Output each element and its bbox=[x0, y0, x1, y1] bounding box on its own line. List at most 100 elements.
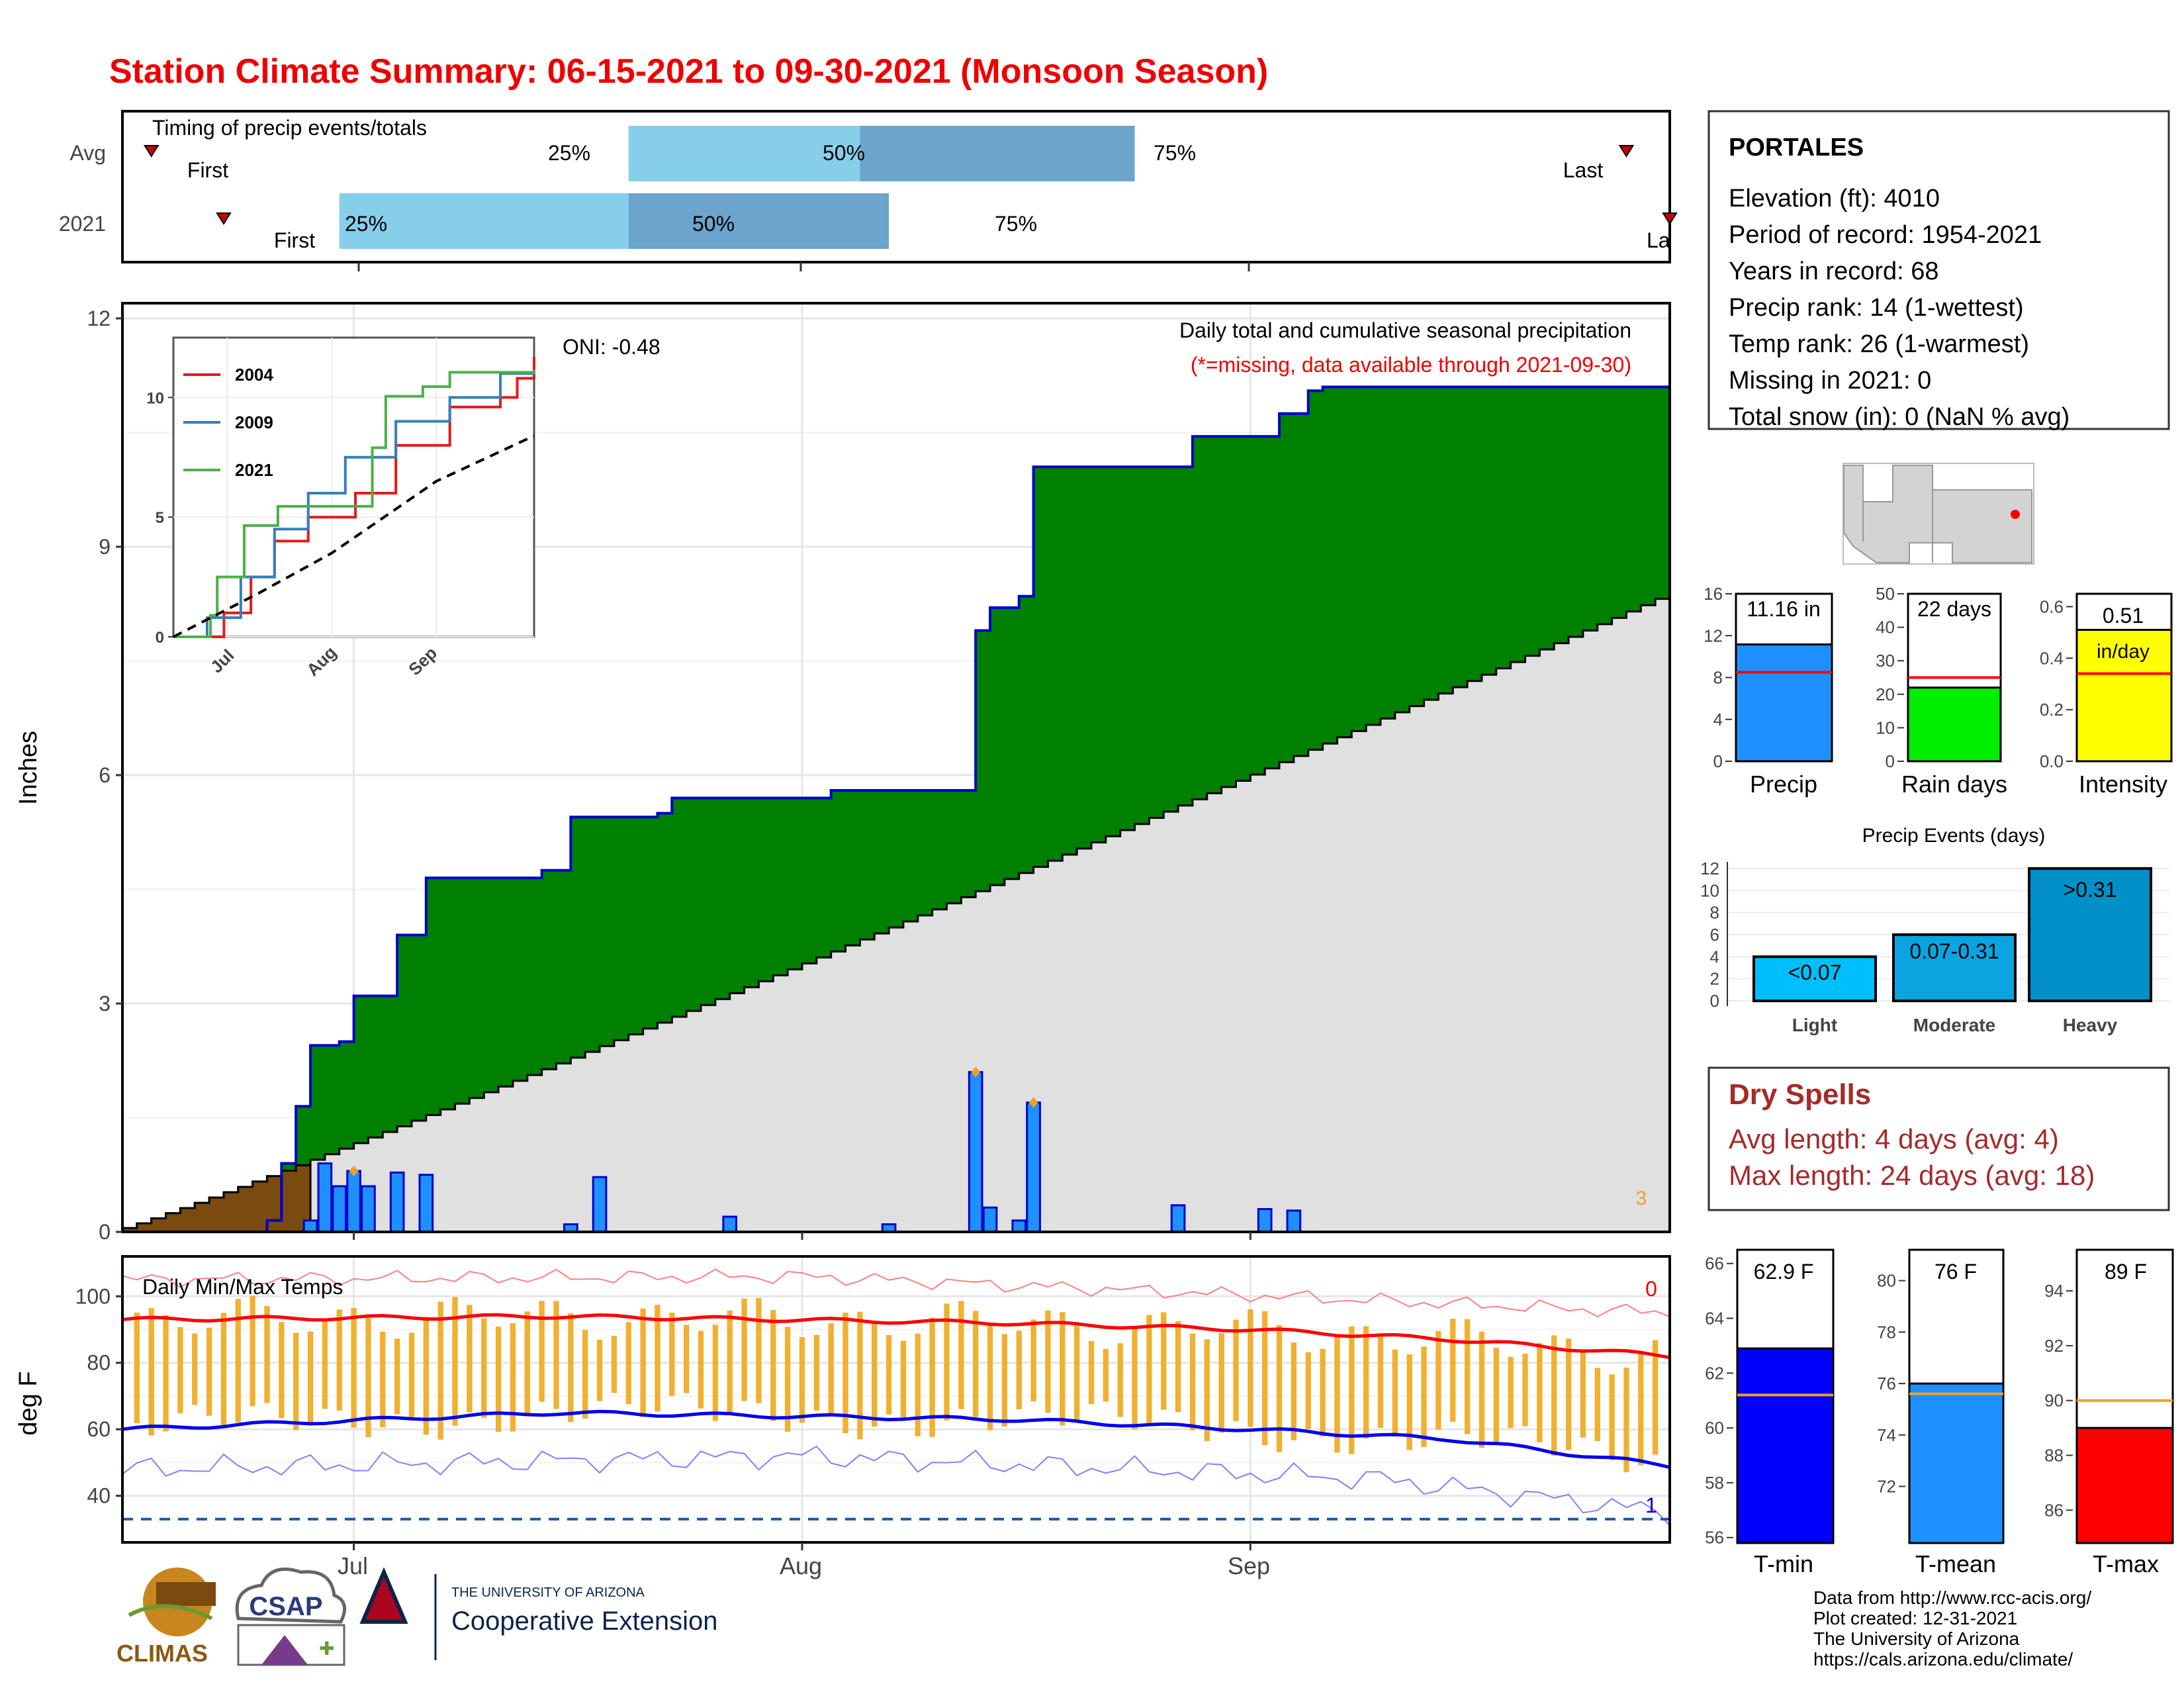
daily-temp-bar bbox=[1623, 1367, 1629, 1473]
dry-spells-title: Dry Spells bbox=[1729, 1078, 1871, 1111]
page-title: Station Climate Summary: 06-15-2021 to 0… bbox=[109, 52, 1268, 91]
raindays-summary-ytick-label: 0 bbox=[1886, 751, 1895, 771]
daily-precip-bar bbox=[1257, 1208, 1273, 1233]
daily-temp-bar bbox=[1001, 1334, 1008, 1427]
avg-p75-label: 75% bbox=[1154, 141, 1196, 165]
credit-university: The University of Arizona bbox=[1813, 1628, 2020, 1649]
daily-temp-bar bbox=[510, 1323, 516, 1432]
daily-temp-bar bbox=[741, 1298, 747, 1401]
station-name: PORTALES bbox=[1729, 134, 1864, 162]
tmax-bar-value: 89 F bbox=[2105, 1260, 2147, 1284]
events-ytick-label: 4 bbox=[1710, 947, 1719, 966]
tmean-summary-ytick-label: 80 bbox=[1877, 1271, 1896, 1291]
events-title: Precip Events (days) bbox=[1862, 825, 2046, 847]
csap-wordmark: CSAP bbox=[249, 1592, 322, 1621]
daily-temp-bar bbox=[973, 1311, 979, 1417]
temp-ytick-label: 100 bbox=[75, 1284, 111, 1308]
avg-last-label: Last bbox=[1563, 158, 1604, 182]
daily-temp-bar bbox=[625, 1322, 631, 1405]
daily-precip-bar bbox=[361, 1185, 376, 1233]
daily-temp-bar bbox=[611, 1336, 617, 1393]
tmax-summary-bar bbox=[2075, 1427, 2174, 1544]
temp-ytick-label: 40 bbox=[87, 1484, 111, 1508]
precip-bar-value: 11.16 in bbox=[1747, 597, 1821, 621]
events-value-light: <0.07 bbox=[1788, 961, 1842, 984]
daily-temp-bar bbox=[351, 1307, 357, 1428]
daily-temp-bar bbox=[813, 1335, 819, 1411]
inset-line-2009 bbox=[173, 371, 535, 638]
station-frame bbox=[1707, 110, 2170, 430]
daily-precip-bar bbox=[982, 1206, 998, 1233]
station-snow: Total snow (in): 0 (NaN % avg) bbox=[1729, 403, 2070, 431]
daily-temp-bar bbox=[1175, 1321, 1181, 1413]
daily-temp-bar bbox=[857, 1311, 863, 1440]
precip-summary-ytick-label: 8 bbox=[1713, 668, 1723, 688]
daily-temp-bar bbox=[495, 1327, 502, 1432]
credits: Data from http://www.rcc-acis.org/ Plot … bbox=[1813, 1587, 2091, 1669]
daily-precip-bar bbox=[332, 1185, 347, 1233]
avg-first-label: First bbox=[187, 158, 228, 182]
events-ytick-label: 10 bbox=[1700, 880, 1719, 900]
climas-mesa-icon bbox=[156, 1582, 216, 1606]
timing-bar-50-75-2021 bbox=[628, 193, 889, 249]
daily-temp-bar bbox=[380, 1331, 386, 1428]
temp-bottom-count: 1 bbox=[1645, 1493, 1657, 1517]
daily-temp-bar bbox=[698, 1331, 704, 1409]
precip-ytick-label: 3 bbox=[99, 992, 111, 1015]
daily-temp-bar bbox=[1060, 1312, 1066, 1426]
events-bar-heavy bbox=[2028, 867, 2152, 1002]
daily-temp-bar bbox=[192, 1333, 198, 1405]
inset-frame bbox=[172, 336, 535, 638]
daily-temp-bar bbox=[423, 1317, 430, 1435]
avg-p50-label: 50% bbox=[823, 141, 865, 165]
daily-temp-bar bbox=[539, 1301, 545, 1402]
events-label-heavy: Heavy bbox=[2063, 1015, 2118, 1035]
credit-plot-created: Plot created: 12-31-2021 bbox=[1813, 1608, 2017, 1628]
station-years: Years in record: 68 bbox=[1729, 258, 1939, 285]
inset-legend: 2004 2009 2021 bbox=[183, 365, 273, 480]
intensity-summary-ytick-label: 0.0 bbox=[2040, 751, 2064, 771]
xtick-sep: Sep bbox=[1228, 1552, 1270, 1579]
precip-summary-bar bbox=[1735, 643, 1833, 763]
daily-temp-bar bbox=[1565, 1338, 1572, 1450]
inset-line-2004 bbox=[173, 356, 535, 638]
daily-temp-bar bbox=[1450, 1319, 1456, 1422]
daily-precip-bar bbox=[968, 1071, 983, 1233]
daily-temp-bar bbox=[1349, 1326, 1355, 1454]
daily-temp-bar bbox=[770, 1309, 776, 1421]
tmin-summary-ytick-label: 66 bbox=[1705, 1254, 1724, 1274]
precip-summary-ytick-label: 4 bbox=[1713, 710, 1723, 729]
xtick-jul: Jul bbox=[338, 1552, 368, 1579]
csap-logo: CSAP ✚ bbox=[235, 1568, 347, 1666]
temp-title: Daily Min/Max Temps bbox=[142, 1275, 343, 1299]
dry-spells-max: Max length: 24 days (avg: 18) bbox=[1729, 1160, 2095, 1191]
daily-temp-bar bbox=[553, 1301, 559, 1409]
daily-temp-bar bbox=[1276, 1325, 1283, 1452]
daily-temp-bar bbox=[1363, 1326, 1369, 1439]
precip-ytick-label: 9 bbox=[99, 535, 111, 559]
daily-temp-bar bbox=[1392, 1349, 1398, 1437]
daily-temp-bar bbox=[1132, 1328, 1138, 1430]
daily-temp-bar bbox=[177, 1327, 183, 1414]
timing-bars bbox=[143, 126, 1678, 249]
daily-precip-bar bbox=[592, 1176, 608, 1233]
temp-frame bbox=[121, 1255, 1671, 1544]
first-event-marker-Avg bbox=[143, 145, 159, 158]
daily-temp-bar bbox=[235, 1299, 241, 1423]
daily-temp-bar bbox=[727, 1310, 733, 1415]
daily-temp-bar bbox=[1638, 1352, 1644, 1466]
raindays-summary-bar bbox=[1907, 686, 2002, 763]
daily-temp-bar bbox=[163, 1315, 169, 1432]
tmin-summary-ytick-label: 62 bbox=[1705, 1363, 1724, 1383]
events-ytick-label: 12 bbox=[1700, 859, 1719, 878]
daily-temp-bar bbox=[1161, 1312, 1167, 1410]
missing-note: (*=missing, data available through 2021-… bbox=[1191, 353, 1631, 377]
tmin-bar-label: T-min bbox=[1754, 1550, 1813, 1577]
daily-temp-bar bbox=[799, 1337, 805, 1423]
2021-p50-label: 50% bbox=[692, 212, 735, 236]
raindays-bar-value: 22 days bbox=[1917, 597, 1991, 621]
precip-ytick-label: 12 bbox=[87, 306, 111, 330]
precip-corner-count: 3 bbox=[1636, 1188, 1647, 1209]
precip-ytick-label: 6 bbox=[99, 763, 111, 787]
legend-label-2004: 2004 bbox=[235, 365, 273, 385]
